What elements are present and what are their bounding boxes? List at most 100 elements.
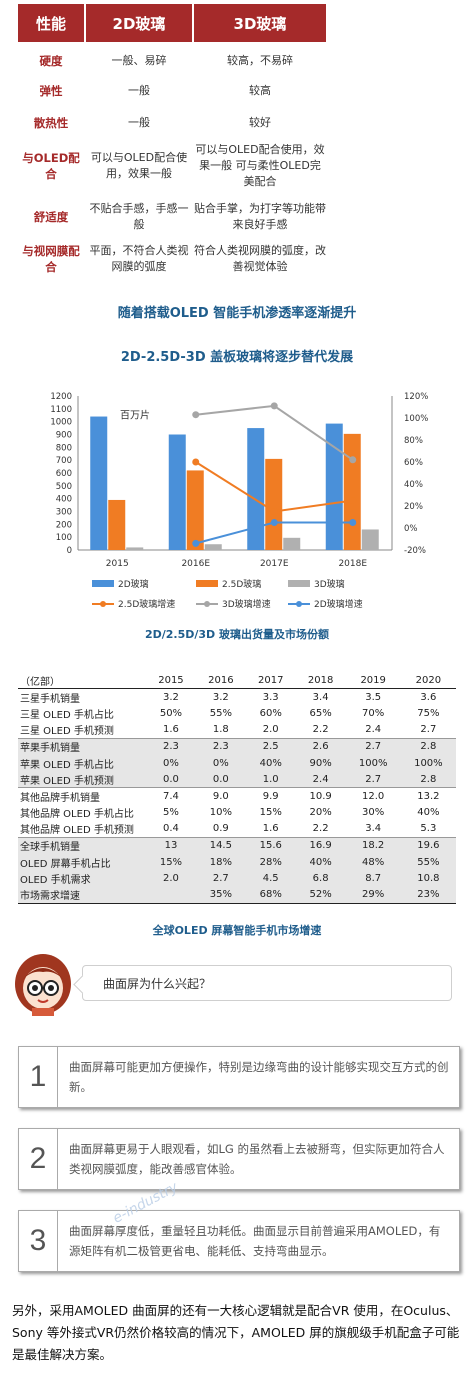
row-value: 70%: [362, 707, 385, 719]
bar: [265, 458, 283, 550]
row-value: 2.3: [146, 737, 196, 755]
row-value: 9.9: [245, 787, 296, 805]
growth-point: [192, 411, 200, 419]
row-value: 2.2: [312, 724, 329, 736]
row-value: 1.6: [262, 823, 279, 835]
row-retina-2d: 平面，不符合人类视网膜的弧度: [89, 244, 189, 273]
row-value: 3.4: [312, 691, 329, 703]
bar: [343, 433, 361, 550]
row-value: 0.9: [212, 823, 229, 835]
row-value: 2.7: [345, 771, 401, 788]
row-value: 2.7: [420, 724, 437, 736]
bar: [108, 499, 126, 550]
row-elasticity-3d: 较高: [249, 84, 271, 97]
table-row: 三星 OLED 手机预测 1.6 1.8 2.0 2.2 2.4 2.7: [18, 722, 456, 739]
question-bubble: 曲面屏为什么兴起？: [82, 965, 452, 1001]
row-hardness-3d: 较高，不易碎: [227, 54, 293, 67]
y-tick-label: 500: [56, 482, 72, 492]
row-value: 2.4: [295, 771, 346, 788]
bar: [90, 416, 108, 550]
row-value: 2.0: [146, 870, 196, 887]
y-tick-label: 0: [67, 546, 72, 556]
row-retina-prop: 与视网膜配合: [22, 244, 80, 274]
row-value: 28%: [245, 854, 296, 871]
row-value: 75%: [417, 707, 440, 719]
card-text: 曲面屏幕厚度低，重量轻且功耗低。曲面显示目前普遍采用AMOLED，有源矩阵有机二…: [69, 1224, 441, 1258]
row-value: 2.7: [345, 737, 401, 755]
row-value: 2.4: [365, 724, 382, 736]
header-property: 性能: [18, 4, 84, 42]
y-tick-label: 100: [56, 533, 72, 543]
chart-caption: 2D/2.5D/3D 玻璃出货量及市场份额: [144, 628, 330, 641]
row-label: 三星 OLED 手机预测: [20, 726, 114, 738]
bar: [168, 434, 186, 550]
row-value: 15%: [146, 854, 196, 871]
year-header: 2020: [400, 672, 456, 690]
row-value: 3.2: [162, 691, 179, 703]
row-value: 60%: [259, 707, 282, 719]
row-value: 12.0: [345, 787, 401, 805]
row-value: 3.4: [365, 823, 382, 835]
row-value: 3.5: [365, 691, 382, 703]
y-tick-label: 800: [56, 443, 72, 453]
y-tick-label: 600: [56, 469, 72, 479]
table-row: 三星手机销量 3.2 3.2 3.3 3.4 3.5 3.6: [18, 689, 456, 706]
table-row: OLED 手机需求 2.0 2.7 4.5 6.8 8.7 10.8: [18, 870, 456, 887]
y2-tick-label: 100%: [404, 414, 428, 424]
row-retina-3d: 符合人类视网膜的弧度，改善视觉体验: [194, 244, 326, 273]
row-value: 0.0: [146, 771, 196, 788]
x-tick-label: 2015: [106, 559, 129, 569]
row-value: 2.0: [262, 724, 279, 736]
reason-card-3: 3 曲面屏幕厚度低，重量轻且功耗低。曲面显示目前普遍采用AMOLED，有源矩阵有…: [18, 1210, 460, 1272]
reason-card-2: 2 曲面屏幕更易于人眼观看，如LG 的虽然看上去被掰弯，但实际更加符合人类视网膜…: [18, 1128, 460, 1190]
legend-swatch: [92, 580, 114, 587]
x-tick-label: 2018E: [338, 559, 367, 569]
year-header: 2015: [146, 672, 196, 690]
y2-tick-label: 40%: [404, 480, 423, 490]
legend-label: 2.5D玻璃增速: [118, 598, 175, 610]
row-value: 14.5: [195, 836, 246, 855]
growth-point: [192, 458, 200, 466]
row-heat-3d: 较好: [249, 116, 271, 129]
row-value: 13: [146, 836, 196, 855]
row-value: 10.9: [295, 787, 346, 805]
row-value: 100%: [400, 754, 456, 772]
row-value: 2.5: [245, 737, 296, 755]
row-value: 1.8: [212, 724, 229, 736]
row-value: 6.8: [295, 870, 346, 887]
row-label: 市场需求增速: [18, 886, 146, 904]
legend-marker: [100, 601, 106, 607]
legend-swatch: [288, 580, 310, 587]
row-value: 18%: [195, 854, 246, 871]
x-tick-label: 2017E: [260, 559, 289, 569]
header-3d: 3D玻璃: [194, 4, 326, 42]
table-unit: （亿部）: [18, 672, 146, 690]
table-row: 三星 OLED 手机占比 50% 55% 60% 65% 70% 75%: [18, 705, 456, 721]
y-tick-label: 400: [56, 495, 72, 505]
row-value: 16.9: [295, 836, 346, 855]
row-value: 4.5: [245, 870, 296, 887]
row-value: 5.3: [420, 823, 437, 835]
legend-label: 3D玻璃增速: [222, 598, 271, 610]
bar: [325, 423, 343, 550]
row-value: 2.6: [295, 737, 346, 755]
legend-label: 2.5D玻璃: [222, 578, 261, 590]
row-value: 40%: [295, 854, 346, 871]
row-value: 18.2: [345, 836, 401, 855]
table-row: 市场需求增速 35% 68% 52% 29% 23%: [18, 886, 456, 904]
legend-label: 2D玻璃增速: [314, 598, 363, 610]
growth-point: [192, 539, 200, 547]
header-2d: 2D玻璃: [86, 4, 192, 42]
row-value: 90%: [295, 754, 346, 772]
row-value: 8.7: [345, 870, 401, 887]
oled-shipment-table: （亿部） 2015 2016 2017 2018 2019 2020 三星手机销…: [18, 672, 456, 904]
x-tick-label: 2016E: [181, 559, 210, 569]
y-tick-label: 200: [56, 520, 72, 530]
reason-card-1: 1 曲面屏幕可能更加方便操作，特别是边缘弯曲的设计能够实现交互方式的创新。: [18, 1046, 460, 1108]
bar: [126, 547, 144, 550]
row-value: 9.0: [195, 787, 246, 805]
row-comfort-prop: 舒适度: [33, 210, 69, 224]
conclusion-paragraph: 另外，采用AMOLED 曲面屏的还有一大核心逻辑就是配合VR 使用，在Oculu…: [12, 1303, 460, 1362]
row-value: 0%: [146, 754, 196, 772]
bar: [361, 529, 379, 550]
